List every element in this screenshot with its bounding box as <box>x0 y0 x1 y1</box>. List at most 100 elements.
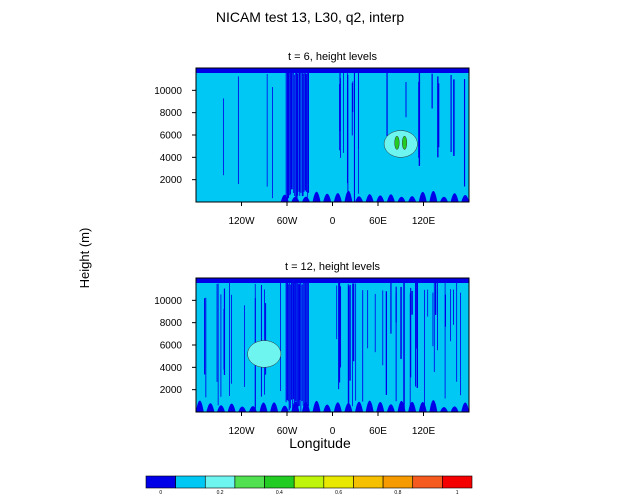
contour-scallop-12 <box>323 193 332 202</box>
contour-streak-b4 <box>339 70 341 131</box>
contour-streak-a6 <box>291 70 293 190</box>
contour-streak-b35 <box>348 286 350 410</box>
contour-top-band <box>196 278 469 283</box>
contour-streak-a4 <box>289 284 291 409</box>
contour-streak-b28 <box>339 84 340 151</box>
contour-streak-b18 <box>336 285 338 340</box>
contour-scallop-21 <box>418 191 427 202</box>
contour-streak-b14 <box>395 292 397 402</box>
contour-scallop-13 <box>333 193 342 202</box>
x-tick-label: 120E <box>412 426 436 437</box>
colorbar-box-10 <box>442 475 473 489</box>
y-tick-label: 8000 <box>160 318 183 329</box>
panel-title: t = 12, height levels <box>285 261 381 273</box>
contour-streak-a7 <box>293 71 294 193</box>
contour-streak-b19 <box>453 79 455 156</box>
contour-streak-b13 <box>437 282 438 351</box>
colorbar-box-2 <box>204 475 236 489</box>
contour-scallop-6 <box>259 402 268 412</box>
contour-scallop-11 <box>312 400 321 412</box>
contour-streak-b30 <box>444 279 446 399</box>
figure-ylabel: Height (m) <box>77 228 92 289</box>
contour-streak-a13 <box>299 69 301 196</box>
contour-blob-3 <box>402 135 408 150</box>
colorbar-label: 1 <box>456 490 459 496</box>
contour-streak-a20 <box>306 278 308 404</box>
contour-streak-b16 <box>362 290 364 402</box>
y-tick-label: 6000 <box>160 131 183 142</box>
colorbar-label: 0 <box>159 490 162 496</box>
contour-scallop-7 <box>270 402 279 412</box>
contour-streak-b15 <box>390 281 392 334</box>
contour-scallop-3 <box>227 403 236 412</box>
contour-streak-c5 <box>244 305 245 387</box>
contour-scallop-18 <box>386 404 395 412</box>
y-tick-label: 6000 <box>160 341 183 352</box>
contour-scallop-15 <box>355 401 364 412</box>
contour-streak-c3 <box>237 76 239 185</box>
contour-blob-1 <box>383 130 418 158</box>
contour-streak-a0 <box>285 279 287 403</box>
field-background <box>196 68 469 202</box>
contour-streak-a16 <box>302 73 304 196</box>
contour-streak-a1 <box>286 71 289 201</box>
colorbar-box-9 <box>412 475 443 489</box>
field-contours <box>196 278 469 412</box>
colorbar-box-7 <box>353 475 384 489</box>
contour-scallop-8 <box>280 194 289 202</box>
y-tick-label: 10000 <box>154 86 182 97</box>
contour-streak-a11 <box>297 73 299 196</box>
contour-streak-b36 <box>427 289 429 317</box>
contour-streak-c10 <box>217 283 219 406</box>
contour-streak-b22 <box>418 81 420 158</box>
x-tick-label: 120W <box>228 426 255 437</box>
figure-title: NICAM test 13, L30, q2, interp <box>216 9 405 25</box>
contour-scallop-22 <box>429 191 438 202</box>
contour-scallop-23 <box>439 406 448 412</box>
contour-streak-a19 <box>306 73 308 192</box>
contour-streak-b27 <box>358 71 359 149</box>
contour-scallop-17 <box>376 401 385 412</box>
contour-scallop-14 <box>344 402 353 412</box>
contour-scallop-19 <box>397 196 406 202</box>
contour-streak-a10 <box>296 281 298 404</box>
x-tick-label: 0 <box>330 216 336 227</box>
panel-2: t = 12, height levels 120W 60W 0 60E 120E 2000… <box>154 261 470 437</box>
contour-scallop-13 <box>333 402 342 412</box>
contour-scallop-0 <box>196 400 204 412</box>
contour-streak-b11 <box>347 74 349 192</box>
field-background <box>196 278 469 412</box>
contour-streak-b15 <box>346 69 348 184</box>
panel-title: t = 6, height levels <box>288 51 377 63</box>
contour-streak-a12 <box>298 70 300 192</box>
contour-streak-a12 <box>298 284 300 406</box>
contour-streak-b29 <box>386 71 388 136</box>
contour-streak-b22 <box>456 281 458 382</box>
colorbar-label: 0.4 <box>276 490 283 496</box>
contour-streak-b34 <box>415 279 416 387</box>
y-tick-label: 2000 <box>160 385 183 396</box>
contour-scallop-11 <box>312 191 321 202</box>
contour-streak-b24 <box>437 76 439 158</box>
contour-streak-a11 <box>297 278 299 407</box>
contour-streak-a3 <box>288 279 290 411</box>
contour-scallop-25 <box>461 195 469 202</box>
contour-streak-a0 <box>285 71 287 201</box>
contour-streak-b33 <box>338 278 340 390</box>
contour-streak-a10 <box>296 70 298 201</box>
contour-streak-b21 <box>435 279 437 315</box>
figure-xlabel: Longitude <box>289 435 351 451</box>
contour-streak-b24 <box>385 291 388 395</box>
contour-streak-a14 <box>300 70 302 193</box>
contour-streak-b26 <box>463 79 466 187</box>
contour-scallop-20 <box>408 196 417 202</box>
contour-streak-b29 <box>367 290 369 349</box>
contour-streak-c0 <box>222 98 224 176</box>
contour-scallop-5 <box>248 406 257 412</box>
field-contours <box>196 68 469 202</box>
contour-scallop-21 <box>418 402 427 412</box>
contour-scallop-16 <box>365 194 374 202</box>
contour-streak-c6 <box>265 303 267 375</box>
colorbar-box-0 <box>145 475 176 489</box>
contour-streak-b12 <box>382 290 384 366</box>
